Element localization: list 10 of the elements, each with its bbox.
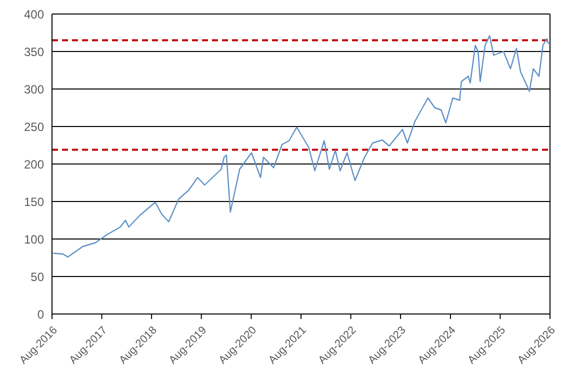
- y-tick-label: 200: [24, 157, 44, 172]
- y-tick-label: 50: [30, 270, 44, 284]
- y-tick-label: 300: [24, 82, 44, 96]
- y-tick-label: 350: [24, 44, 44, 59]
- y-tick-label: 250: [24, 120, 44, 134]
- y-tick-label: 400: [24, 7, 44, 22]
- y-tick-label: 100: [24, 232, 44, 246]
- y-tick-label: 0: [37, 307, 44, 322]
- y-tick-label: 150: [24, 194, 44, 209]
- line-series: [52, 35, 550, 258]
